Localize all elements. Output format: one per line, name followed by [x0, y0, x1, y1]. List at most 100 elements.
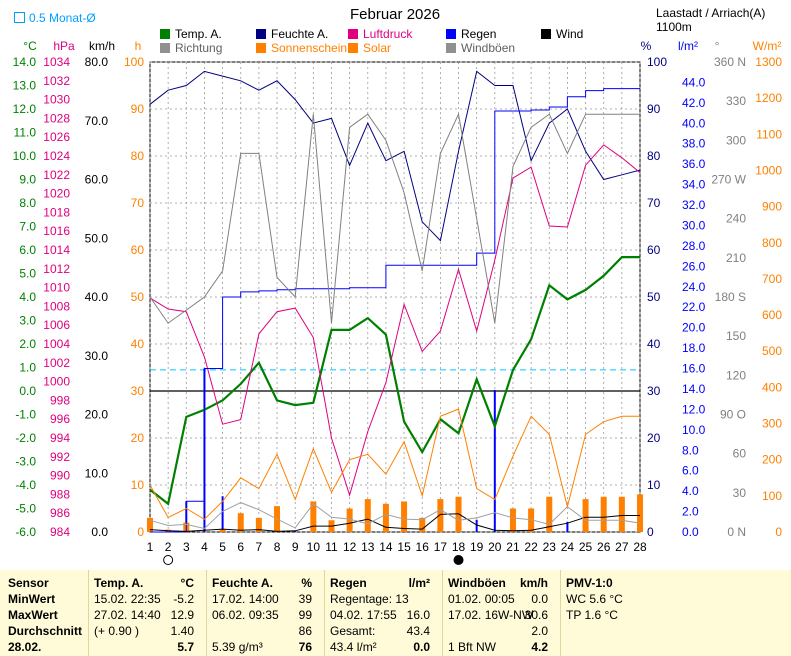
direction-tick-label: 150 [726, 329, 746, 343]
table-value: 39 [298, 592, 312, 606]
day-tick-label: 23 [543, 540, 557, 554]
day-tick-label: 15 [397, 540, 411, 554]
sunshine-tick-label: 30 [131, 384, 145, 398]
sunshine-bar [509, 508, 516, 532]
rain-tick-label: 4.0 [682, 484, 699, 498]
location-label: Laastadt / Arriach(A) 1100m [656, 6, 766, 34]
humidity-tick-label: 0 [647, 525, 654, 539]
temp-tick-label: -1.0 [15, 408, 36, 422]
sunshine-bar [637, 494, 643, 532]
direction-tick-label: 0 N [727, 525, 746, 539]
rain-tick-label: 30.0 [682, 218, 706, 232]
legend-swatch [348, 43, 358, 53]
rain-tick-label: 6.0 [682, 464, 699, 478]
direction-tick-label: 60 [733, 447, 747, 461]
day-tick-label: 22 [524, 540, 538, 554]
table-cell: 17.02. 14:00 [212, 592, 279, 606]
table-column-divider [206, 570, 207, 656]
day-tick-label: 1 [147, 540, 154, 554]
sunshine-tick-label: 10 [131, 478, 145, 492]
pressure-tick-label: 1008 [43, 299, 70, 313]
toggle-label: 0.5 Monat-Ø [29, 11, 96, 25]
sunshine-tick-label: 40 [131, 337, 145, 351]
toggle-checkbox-icon[interactable] [14, 12, 25, 23]
day-tick-label: 24 [561, 540, 575, 554]
temp-tick-label: 10.0 [13, 149, 37, 163]
table-cell: 06.02. 09:35 [212, 608, 279, 622]
sunshine-bar [528, 508, 535, 532]
direction-tick-label: 240 [726, 212, 746, 226]
temp-tick-label: 7.0 [19, 220, 36, 234]
humidity-tick-label: 80 [647, 149, 661, 163]
day-tick-label: 19 [470, 540, 484, 554]
sunshine-bar [401, 501, 408, 532]
solar-series-line [149, 408, 640, 520]
sunshine-unit-label: h [135, 39, 142, 53]
table-row-label: MaxWert [8, 608, 58, 622]
rain-tick-label: 0.0 [682, 525, 699, 539]
humidity-tick-label: 100 [647, 55, 667, 69]
table-cell: 5.39 g/m³ [212, 640, 263, 654]
rain-tick-label: 44.0 [682, 75, 706, 89]
table-value: 5.7 [177, 640, 194, 654]
day-tick-label: 12 [343, 540, 357, 554]
day-tick-label: 3 [183, 540, 190, 554]
sunshine-bar [618, 496, 625, 532]
rain-tick-label: 22.0 [682, 300, 706, 314]
sunshine-bar [437, 499, 444, 532]
pressure-tick-label: 1002 [43, 356, 70, 370]
day-tick-label: 20 [488, 540, 502, 554]
rain-tick-label: 18.0 [682, 341, 706, 355]
table-column-divider [560, 570, 561, 656]
temp-tick-label: 12.0 [13, 102, 37, 116]
month-toggle[interactable]: 0.5 Monat-Ø [14, 11, 96, 25]
direction-tick-label: 210 [726, 251, 746, 265]
rain-tick-label: 2.0 [682, 505, 699, 519]
solar-tick-label: 1200 [755, 91, 782, 105]
table-column-header: PMV-1:0 [566, 576, 613, 590]
sunshine-tick-label: 20 [131, 431, 145, 445]
day-tick-label: 18 [452, 540, 466, 554]
table-value: 99 [298, 608, 312, 622]
day-tick-label: 7 [256, 540, 263, 554]
windb-en-series-line [149, 502, 641, 530]
direction-tick-label: 360 N [714, 55, 746, 69]
temp-tick-label: 4.0 [19, 290, 36, 304]
sunshine-tick-label: 70 [131, 196, 145, 210]
direction-tick-label: 30 [733, 486, 747, 500]
legend-swatch [160, 43, 170, 53]
pressure-tick-label: 1006 [43, 318, 70, 332]
solar-tick-label: 900 [762, 200, 782, 214]
table-value: 0.0 [531, 592, 548, 606]
pressure-tick-label: 1000 [43, 375, 70, 389]
table-value: 12.9 [170, 608, 194, 622]
day-tick-label: 10 [307, 540, 321, 554]
solar-tick-label: 0 [775, 525, 782, 539]
sunshine-tick-label: 80 [131, 149, 145, 163]
temp-tick-label: -4.0 [15, 478, 36, 492]
solar-tick-label: 500 [762, 344, 782, 358]
table-row-label: Sensor [8, 576, 49, 590]
statistics-table: Sensor MinWert MaxWert Durchschnitt 28.02. Te… [0, 570, 791, 656]
pressure-tick-label: 1030 [43, 93, 70, 107]
table-unit-header: % [301, 576, 312, 590]
temp-tick-label: 0.0 [19, 384, 36, 398]
day-tick-label: 28 [633, 540, 647, 554]
humidity-tick-label: 60 [647, 243, 661, 257]
temp-unit-label: °C [23, 39, 37, 53]
temp-tick-label: -6.0 [15, 525, 36, 539]
day-tick-label: 9 [292, 540, 299, 554]
pressure-tick-label: 988 [50, 487, 70, 501]
humidity-unit-label: % [641, 39, 652, 53]
wind-unit-label: km/h [89, 39, 115, 53]
direction-tick-label: 300 [726, 133, 746, 147]
rain-tick-label: 10.0 [682, 423, 706, 437]
day-tick-label: 5 [219, 540, 226, 554]
table-row-label: Durchschnitt [8, 624, 83, 638]
legend-swatch [256, 29, 266, 39]
table-value: -5.2 [173, 592, 194, 606]
day-tick-label: 16 [416, 540, 430, 554]
temp-tick-label: 1.0 [19, 361, 36, 375]
table-unit-header: °C [180, 576, 194, 590]
weather-chart: 14.013.012.011.010.09.08.07.06.05.04.03.… [13, 27, 782, 565]
